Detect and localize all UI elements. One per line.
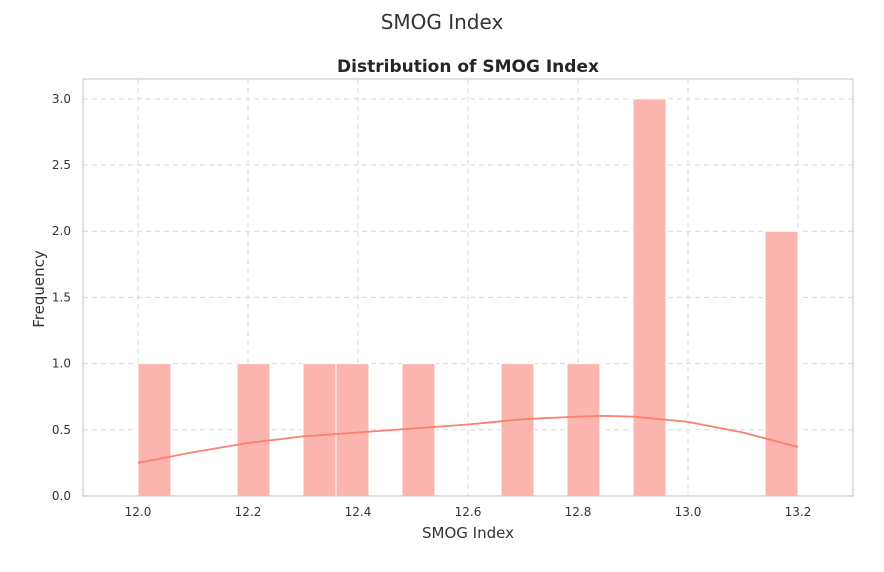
- y-tick-label: 3.0: [52, 92, 71, 106]
- x-axis-ticks: 12.0 12.2 12.4 12.6 12.8 13.0 13.2: [125, 505, 812, 519]
- chart-title: Distribution of SMOG Index: [337, 57, 599, 77]
- histogram-bar: [632, 98, 667, 497]
- page-title: SMOG Index: [380, 10, 504, 34]
- x-tick-label: 13.0: [675, 505, 702, 519]
- histogram-bar: [566, 363, 601, 497]
- plot-frame: [82, 78, 854, 497]
- y-axis-label: Frequency: [30, 250, 48, 328]
- histogram-bar: [302, 363, 337, 497]
- y-tick-label: 1.5: [52, 290, 71, 304]
- histogram-bar: [335, 363, 370, 497]
- y-tick-label: 0.0: [52, 489, 71, 503]
- x-tick-label: 12.4: [345, 505, 372, 519]
- x-tick-label: 12.8: [565, 505, 592, 519]
- histogram-bar: [236, 363, 271, 497]
- x-tick-label: 12.0: [125, 505, 152, 519]
- kde-curve: [137, 414, 799, 464]
- x-axis-label: SMOG Index: [422, 524, 514, 542]
- x-tick-label: 12.6: [455, 505, 482, 519]
- y-tick-label: 2.0: [52, 224, 71, 238]
- histogram-bar: [500, 363, 535, 497]
- x-tick-label: 12.2: [235, 505, 262, 519]
- y-axis-ticks: 0.0 0.5 1.0 1.5 2.0 2.5 3.0: [52, 92, 71, 503]
- y-tick-label: 0.5: [52, 423, 71, 437]
- histogram-bar: [137, 363, 172, 497]
- histogram-bar: [764, 230, 799, 497]
- x-tick-label: 13.2: [785, 505, 812, 519]
- grid-lines: [83, 79, 853, 497]
- y-tick-label: 2.5: [52, 158, 71, 172]
- y-tick-label: 1.0: [52, 357, 71, 371]
